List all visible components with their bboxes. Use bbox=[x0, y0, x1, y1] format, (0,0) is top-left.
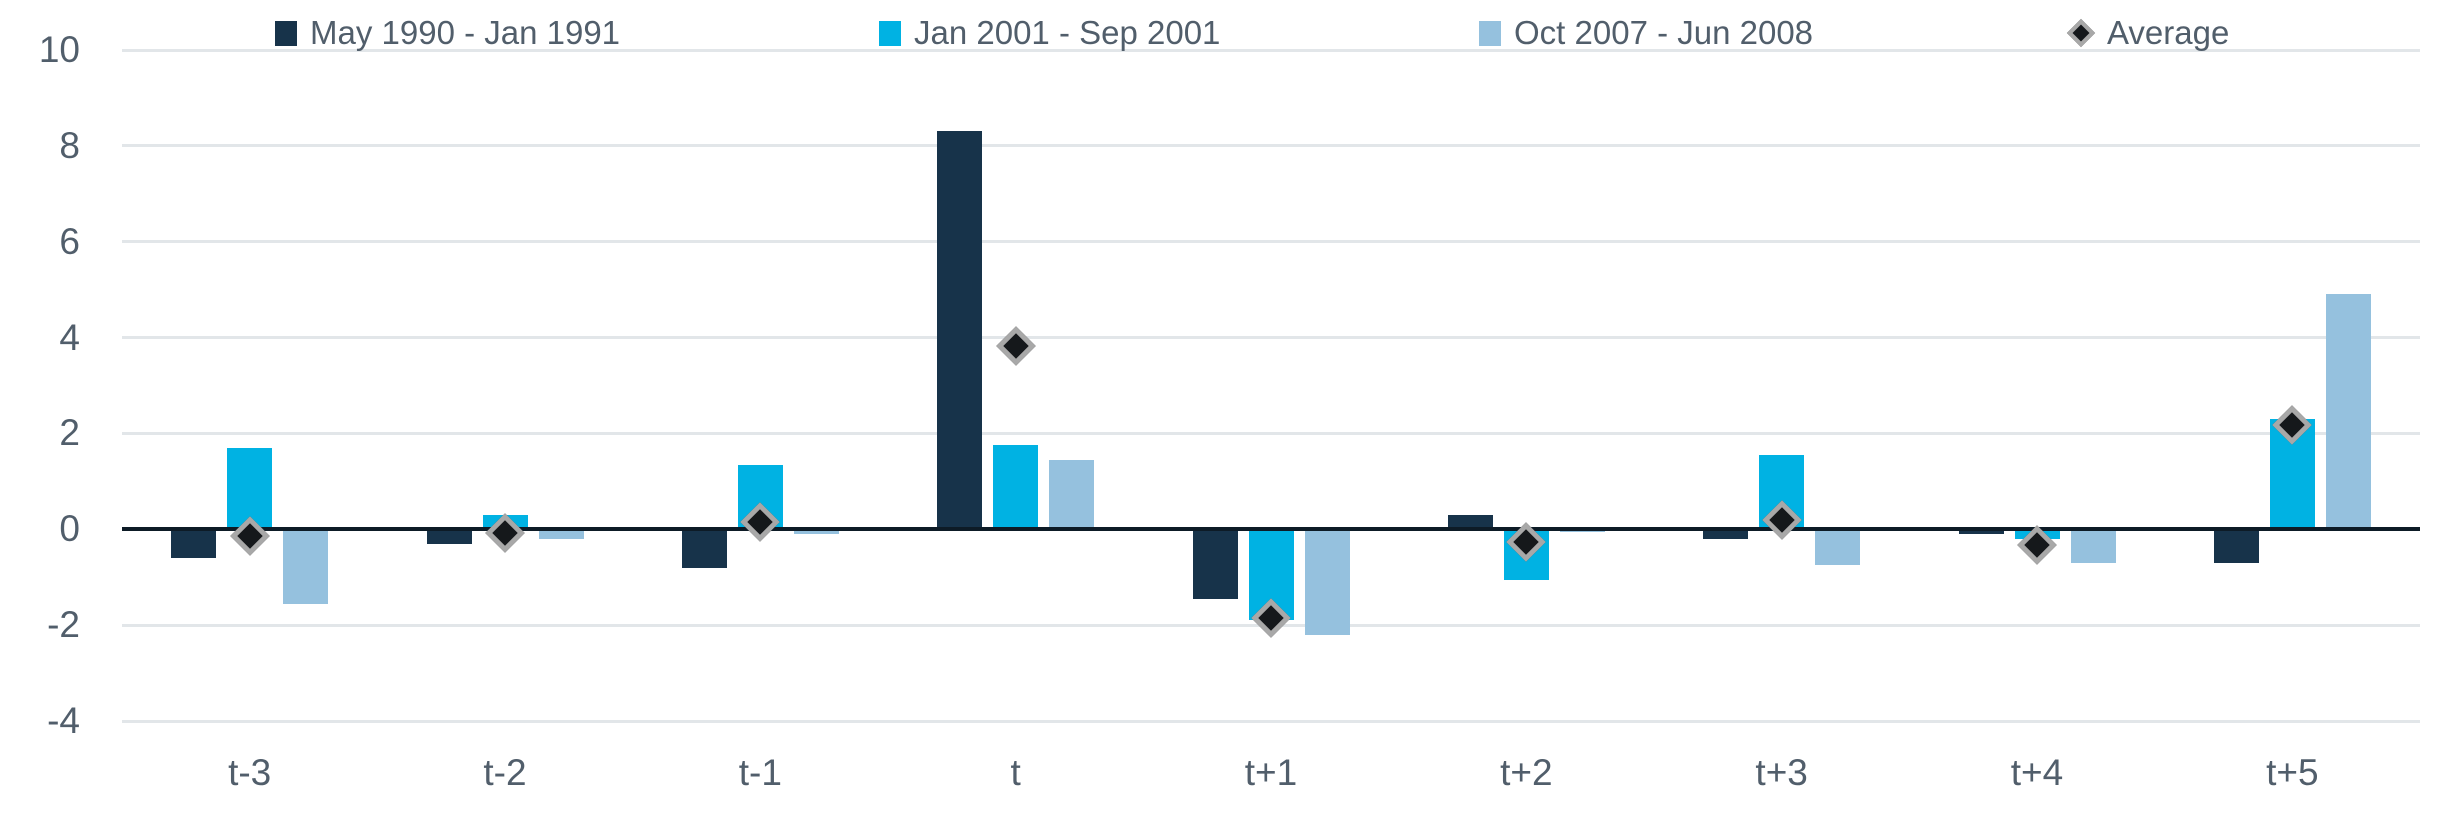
y-tick-label: -2 bbox=[47, 604, 80, 646]
bar-series-2 bbox=[993, 445, 1039, 530]
gridline bbox=[122, 240, 2420, 244]
x-tick-label: t-2 bbox=[483, 752, 527, 793]
bar-series-1 bbox=[1447, 514, 1493, 530]
zero-line bbox=[122, 527, 2420, 532]
bar-series-3 bbox=[1049, 459, 1095, 530]
bar-series-1 bbox=[1703, 529, 1749, 539]
bar-series-3 bbox=[283, 529, 329, 604]
bar-series-1 bbox=[171, 529, 217, 559]
y-tick-label: 2 bbox=[59, 412, 80, 454]
bar-series-3 bbox=[1815, 529, 1861, 566]
bar-series-3 bbox=[538, 529, 584, 539]
bar-series-2 bbox=[227, 447, 273, 530]
y-tick-label: 4 bbox=[59, 316, 80, 358]
bar-series-3 bbox=[793, 529, 839, 535]
y-tick-label: 8 bbox=[59, 124, 80, 166]
gridline bbox=[122, 144, 2420, 148]
x-tick-label: t+2 bbox=[1500, 752, 1553, 793]
bar-series-1 bbox=[426, 529, 472, 544]
y-tick-label: 0 bbox=[59, 508, 80, 550]
y-tick-label: -4 bbox=[47, 700, 80, 741]
bar-series-1 bbox=[2213, 529, 2259, 563]
x-tick-label: t-3 bbox=[228, 752, 272, 793]
x-tick-label: t bbox=[1010, 752, 1021, 793]
bar-series-3 bbox=[2325, 294, 2371, 530]
bar-series-1 bbox=[1958, 529, 2004, 535]
bar-series-1 bbox=[1192, 529, 1238, 599]
bar-series-3 bbox=[2070, 529, 2116, 563]
x-tick-label: t+1 bbox=[1244, 752, 1298, 793]
bar-series-1 bbox=[937, 131, 983, 530]
gridline bbox=[122, 48, 2420, 52]
average-diamond-icon bbox=[995, 325, 1036, 366]
bar-series-1 bbox=[681, 529, 727, 568]
y-tick-label: 10 bbox=[38, 29, 80, 70]
y-tick-label: 6 bbox=[59, 220, 80, 262]
x-tick-label: t+3 bbox=[1755, 752, 1808, 793]
gridline bbox=[122, 719, 2420, 723]
x-tick-label: t+5 bbox=[2266, 752, 2319, 793]
x-tick-label: t+4 bbox=[2010, 752, 2064, 793]
gridline bbox=[122, 336, 2420, 340]
bar-series-3 bbox=[1304, 529, 1350, 635]
gridline bbox=[122, 431, 2420, 435]
x-tick-label: t-1 bbox=[738, 752, 782, 793]
